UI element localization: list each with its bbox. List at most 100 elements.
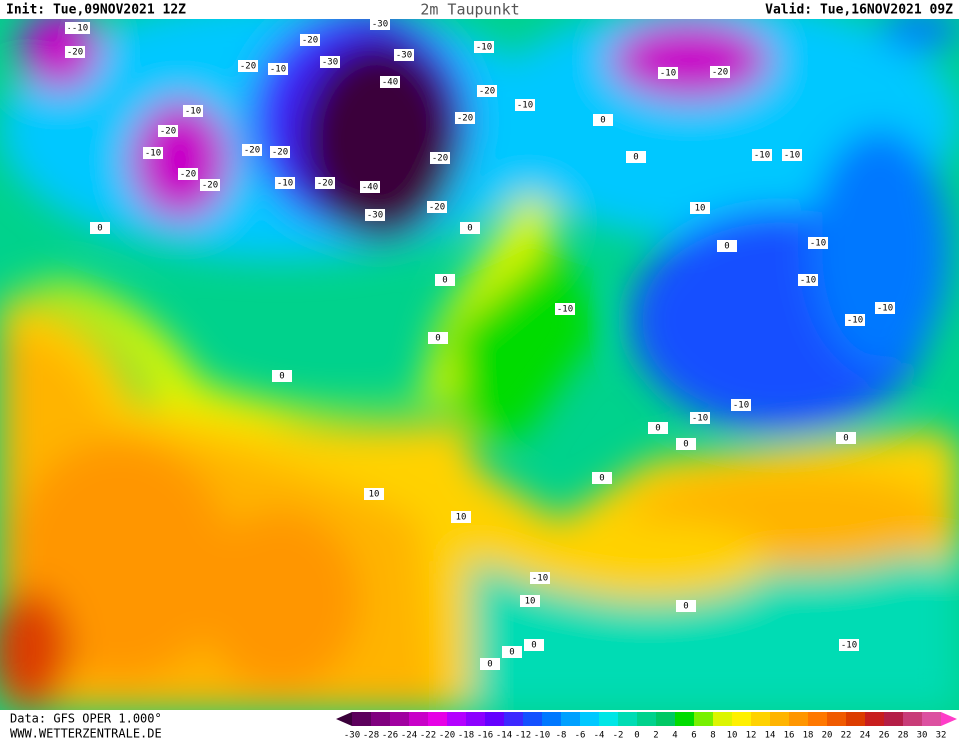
scale-cell bbox=[656, 712, 675, 726]
contour-label-box bbox=[752, 149, 772, 161]
contour-label-text: 0 bbox=[843, 434, 848, 444]
contour-label-text: 10 bbox=[525, 597, 536, 607]
contour-labels: -10 -10 -20 -10 -20 -10 -20 -20 -10 -20 -20 -20 -30 -… bbox=[65, 18, 895, 670]
scale-tick-label: 10 bbox=[727, 731, 738, 741]
scale-tick-label: -26 bbox=[382, 731, 398, 741]
contour-label-box bbox=[658, 67, 678, 79]
scale-cell bbox=[884, 712, 903, 726]
scale-cell bbox=[428, 712, 447, 726]
contour-label-text: 0 bbox=[487, 660, 492, 670]
contour-label-box bbox=[427, 201, 447, 213]
contour-label-box bbox=[502, 646, 522, 658]
contour-label-text: -10 bbox=[841, 641, 857, 651]
contour-label-text: 0 bbox=[599, 474, 604, 484]
contour-label: 0 bbox=[428, 332, 448, 344]
contour-label-text: -20 bbox=[180, 170, 196, 180]
contour-label-box bbox=[200, 179, 220, 191]
contour-label-box bbox=[428, 332, 448, 344]
contour-label-box bbox=[690, 412, 710, 424]
scale-cell bbox=[694, 712, 713, 726]
scale-tick-label: 2 bbox=[653, 731, 658, 741]
contour-label-text: -20 bbox=[160, 127, 176, 137]
scale-cell bbox=[637, 712, 656, 726]
contour-label-box bbox=[275, 177, 295, 189]
contour-label: -20 bbox=[242, 144, 262, 156]
scale-cell bbox=[599, 712, 618, 726]
scale-tick-label: -28 bbox=[363, 731, 379, 741]
contour-label: 0 bbox=[524, 639, 544, 651]
contour-label: 0 bbox=[460, 222, 480, 234]
contour-label-text: 0 bbox=[97, 224, 102, 234]
contour-label-box bbox=[272, 370, 292, 382]
contour-label-text: -10 bbox=[784, 151, 800, 161]
scale-cell bbox=[542, 712, 561, 726]
scale-tick-label: 22 bbox=[841, 731, 852, 741]
contour-label-box bbox=[65, 46, 85, 58]
contour-label: -10 bbox=[268, 63, 288, 75]
contour-label-box bbox=[474, 41, 494, 53]
scale-cell bbox=[504, 712, 523, 726]
scale-cell bbox=[732, 712, 751, 726]
contour-label-text: -20 bbox=[202, 181, 218, 191]
contour-label: 0 bbox=[592, 472, 612, 484]
scale-cell bbox=[770, 712, 789, 726]
scale-cell bbox=[808, 712, 827, 726]
contour-label-text: -10 bbox=[532, 574, 548, 584]
scale-cell bbox=[751, 712, 770, 726]
contour-label-text: -20 bbox=[712, 68, 728, 78]
contour-label-text: -30 bbox=[396, 51, 412, 61]
scale-tick-label: -20 bbox=[439, 731, 455, 741]
contour-label: -10 bbox=[839, 639, 859, 651]
color-scale: -30 -28 -26 -24 -22 -20 -18 -16 -14 -12 -10 -8 -6 -4-… bbox=[336, 712, 957, 741]
contour-label-text: 0 bbox=[435, 334, 440, 344]
contour-label-box bbox=[455, 112, 475, 124]
scale-cell bbox=[523, 712, 542, 726]
contour-label: 0 bbox=[676, 438, 696, 450]
contour-label-text: -20 bbox=[272, 148, 288, 158]
contour-label: -20 bbox=[200, 179, 220, 191]
contour-label-box bbox=[394, 49, 414, 61]
contour-label-text: 0 bbox=[655, 424, 660, 434]
contour-label: 10 bbox=[690, 202, 710, 214]
contour-label-text: 0 bbox=[442, 276, 447, 286]
contour-label-text: -30 bbox=[372, 20, 388, 30]
contour-label: 0 bbox=[648, 422, 668, 434]
contour-label: -20 bbox=[477, 85, 497, 97]
contour-label-text: -10 bbox=[277, 179, 293, 189]
contour-label-text: 0 bbox=[683, 440, 688, 450]
scale-tick-label: -4 bbox=[594, 731, 605, 741]
scale-cell bbox=[352, 712, 371, 726]
contour-label: -20 bbox=[315, 177, 335, 189]
scale-cell bbox=[371, 712, 390, 726]
contour-label-box bbox=[555, 303, 575, 315]
contour-label-box bbox=[460, 222, 480, 234]
contour-label: -10 bbox=[474, 41, 494, 53]
contour-label-text: -10 bbox=[754, 151, 770, 161]
scale-cell bbox=[903, 712, 922, 726]
contour-label-text: -10 bbox=[557, 305, 573, 315]
scale-cell bbox=[675, 712, 694, 726]
contour-label: 10 bbox=[520, 595, 540, 607]
contour-label-text: 0 bbox=[600, 116, 605, 126]
contour-label-box bbox=[676, 438, 696, 450]
scale-tick-label: 0 bbox=[634, 731, 639, 741]
contour-label-text: 0 bbox=[683, 602, 688, 612]
scale-tick-label: -12 bbox=[515, 731, 531, 741]
init-time: Init: Tue,09NOV2021 12Z bbox=[6, 3, 186, 18]
contour-label: 0 bbox=[90, 222, 110, 234]
contour-label: -10 bbox=[808, 237, 828, 249]
scale-tick-label: 8 bbox=[710, 731, 715, 741]
contour-label: -20 bbox=[178, 168, 198, 180]
contour-label-box bbox=[839, 639, 859, 651]
scale-cell bbox=[561, 712, 580, 726]
scale-cell bbox=[922, 712, 941, 726]
scale-cell bbox=[485, 712, 504, 726]
contour-label-box bbox=[143, 147, 163, 159]
contour-label-text: -30 bbox=[367, 211, 383, 221]
contour-label: -30 bbox=[365, 209, 385, 221]
contour-label-text: -40 bbox=[382, 78, 398, 88]
contour-label: -20 bbox=[238, 60, 258, 72]
contour-label-text: 0 bbox=[279, 372, 284, 382]
scale-cell bbox=[409, 712, 428, 726]
